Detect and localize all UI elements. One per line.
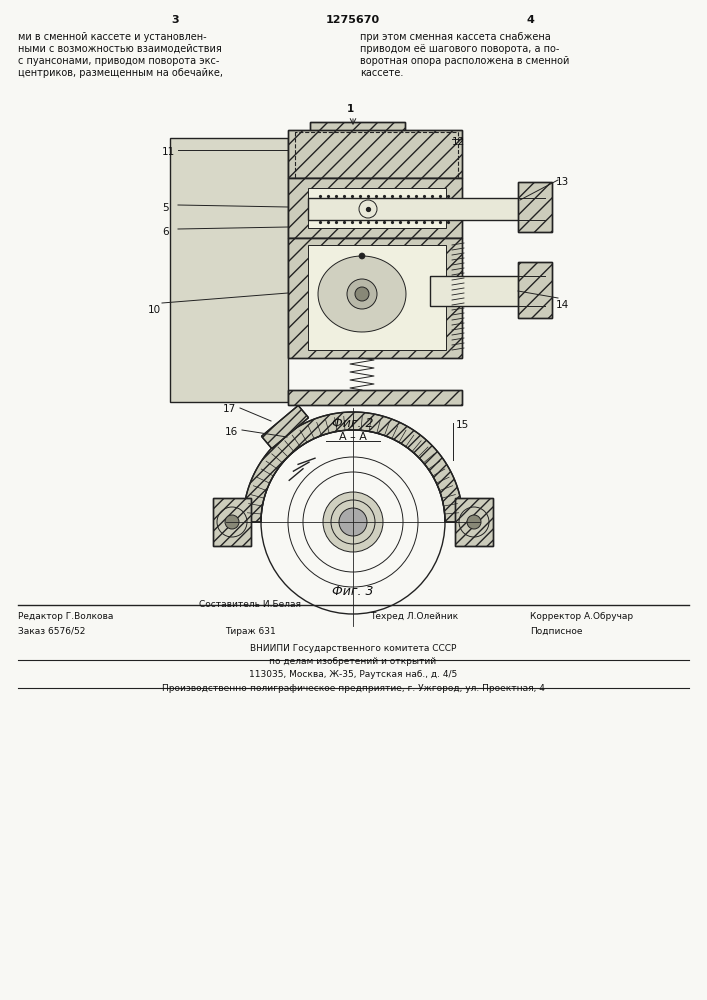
Circle shape [339,508,367,536]
Circle shape [467,515,481,529]
Text: Фиг. 3: Фиг. 3 [332,585,374,598]
Polygon shape [518,182,552,232]
Circle shape [355,287,369,301]
Text: 11: 11 [162,147,175,157]
Circle shape [323,492,383,552]
Text: Тираж 631: Тираж 631 [225,627,275,636]
Text: 13: 13 [556,177,569,187]
Text: 1: 1 [346,104,354,114]
Polygon shape [308,198,545,220]
Text: А – А: А – А [339,432,367,442]
Text: Заказ 6576/52: Заказ 6576/52 [18,627,86,636]
Circle shape [347,279,377,309]
Bar [308,245,446,350]
Text: ми в сменной кассете и установлен-: ми в сменной кассете и установлен- [18,32,206,42]
Text: Техред Л.Олейник: Техред Л.Олейник [370,612,458,621]
Text: Редактор Г.Волкова: Редактор Г.Волкова [18,612,113,621]
Polygon shape [455,498,493,546]
Polygon shape [288,390,462,405]
Text: 5: 5 [162,203,169,213]
Text: ными с возможностью взаимодействия: ными с возможностью взаимодействия [18,44,222,54]
Text: воротная опора расположена в сменной: воротная опора расположена в сменной [360,56,569,66]
Text: приводом её шагового поворота, а по-: приводом её шагового поворота, а по- [360,44,559,54]
Polygon shape [318,256,406,332]
Polygon shape [213,498,251,546]
Text: Составитель И.Белая: Составитель И.Белая [199,600,301,609]
Polygon shape [288,178,462,238]
Text: Производственно-полиграфическое предприятие, г. Ужгород, ул. Проектная, 4: Производственно-полиграфическое предприя… [162,684,544,693]
Text: 14: 14 [556,300,569,310]
Text: по делам изобретений и открытий: по делам изобретений и открытий [269,657,436,666]
Text: 3: 3 [171,15,179,25]
Text: ВНИИПИ Государственного комитета СССР: ВНИИПИ Государственного комитета СССР [250,644,456,653]
Polygon shape [430,276,545,306]
Text: 4: 4 [526,15,534,25]
Text: при этом сменная кассета снабжена: при этом сменная кассета снабжена [360,32,551,42]
Text: 6: 6 [162,227,169,237]
Circle shape [225,515,239,529]
Text: 12: 12 [452,137,465,147]
Polygon shape [288,238,462,358]
Circle shape [359,253,365,259]
Text: 10: 10 [148,305,161,315]
Text: Фиг. 2: Фиг. 2 [332,417,374,430]
Text: 1275670: 1275670 [326,15,380,25]
Bar [308,188,446,228]
Text: 16: 16 [225,427,238,437]
Polygon shape [518,262,552,318]
Text: с пуансонами, приводом поворота экс-: с пуансонами, приводом поворота экс- [18,56,219,66]
Text: 113035, Москва, Ж-35, Раутская наб., д. 4/5: 113035, Москва, Ж-35, Раутская наб., д. … [249,670,457,679]
Text: Корректор А.Обручар: Корректор А.Обручар [530,612,633,621]
Text: Подписное: Подписное [530,627,583,636]
Text: кассете.: кассете. [360,68,404,78]
Text: 15: 15 [456,420,469,430]
Text: 17: 17 [223,404,236,414]
Polygon shape [243,412,463,522]
Text: центриков, размещенным на обечайке,: центриков, размещенным на обечайке, [18,68,223,78]
Polygon shape [170,138,288,402]
Polygon shape [288,130,462,178]
Polygon shape [262,405,308,449]
Polygon shape [310,122,405,140]
